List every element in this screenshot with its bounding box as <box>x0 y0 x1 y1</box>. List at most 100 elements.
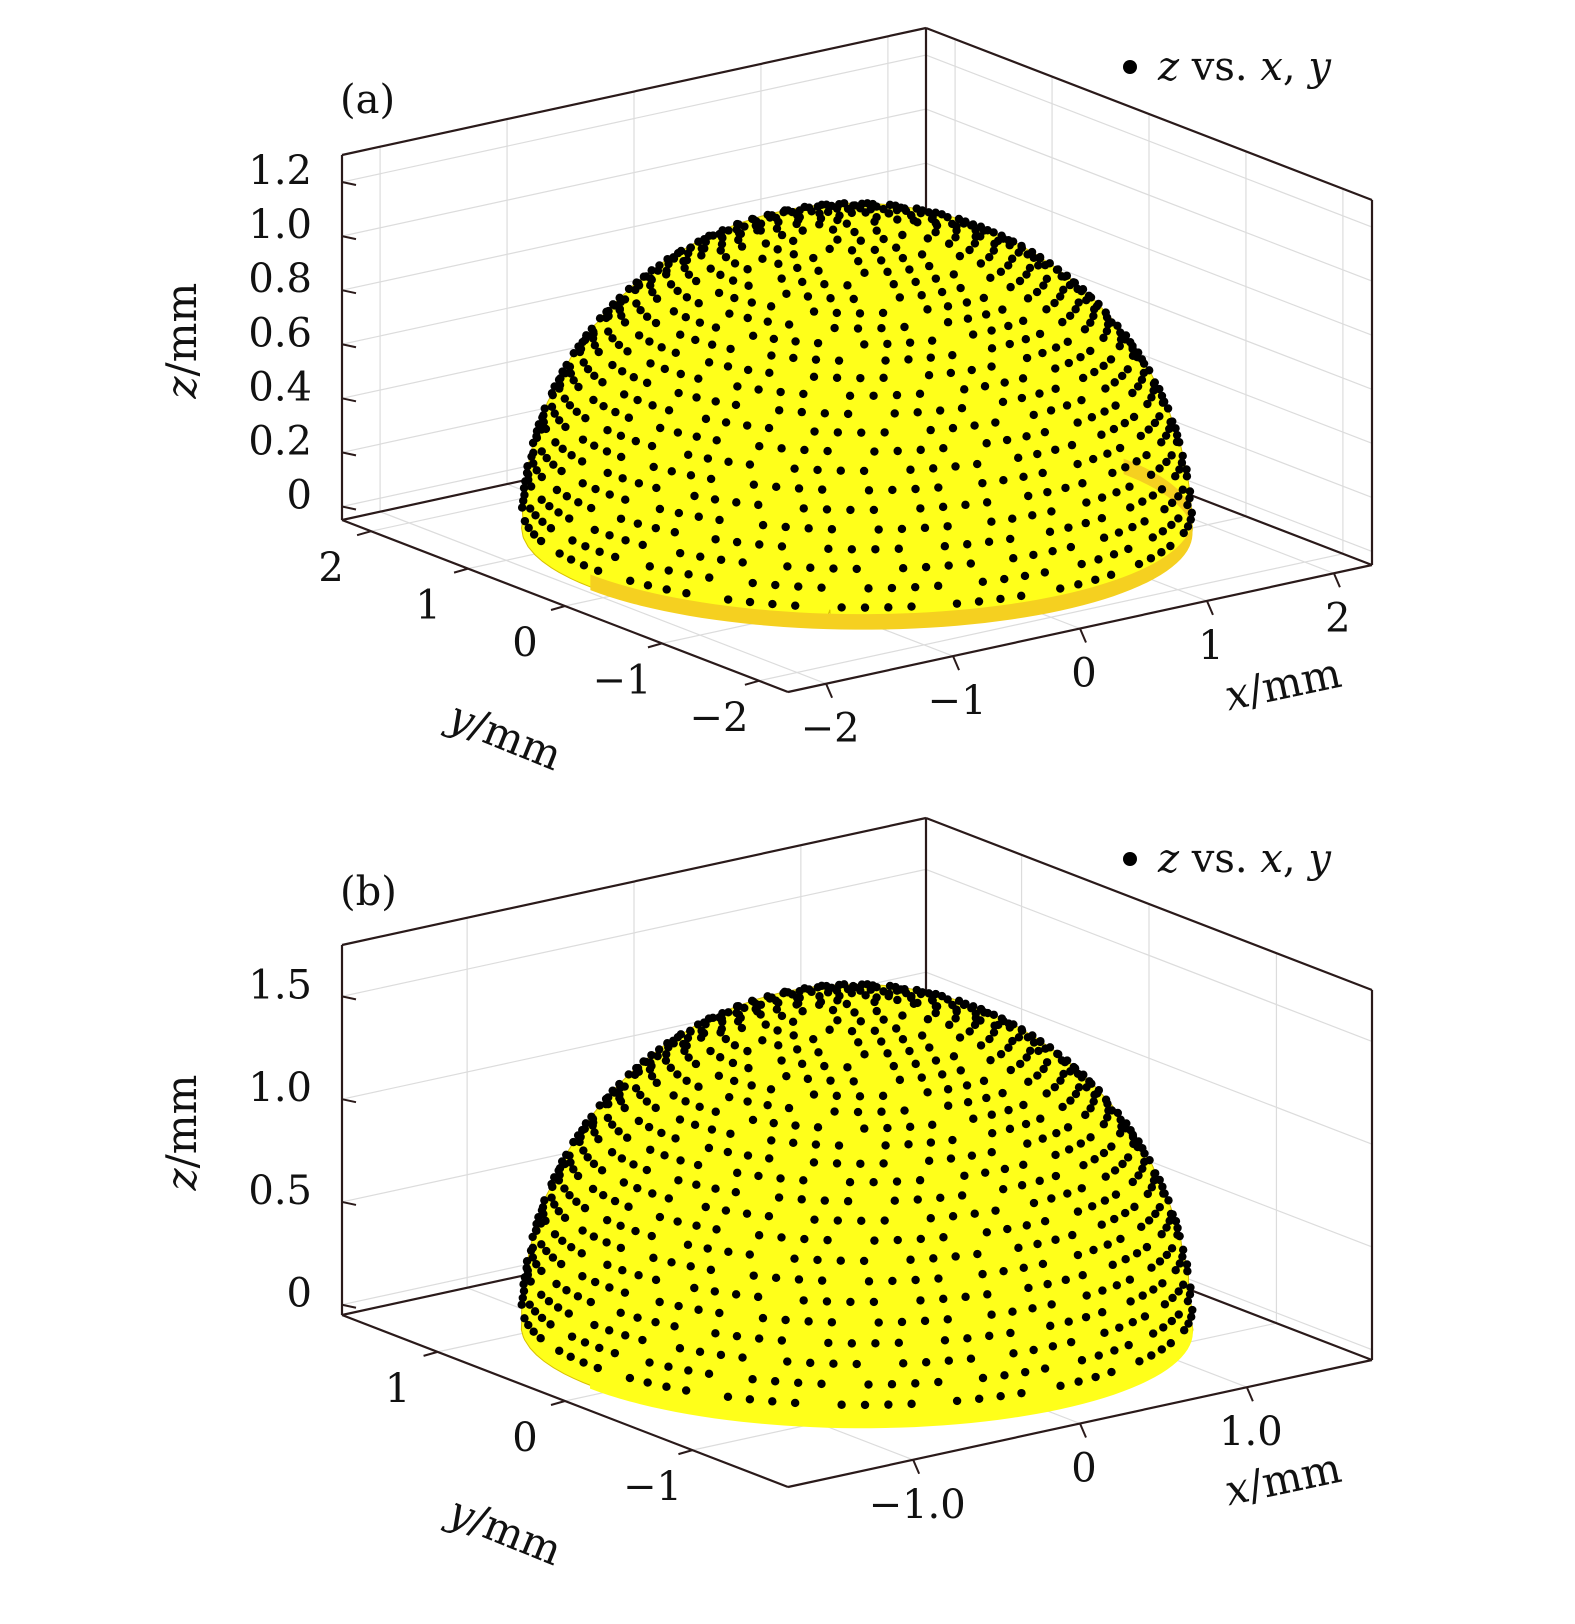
data-point <box>768 1397 777 1406</box>
data-point <box>729 1076 739 1086</box>
x-tick-label: 0 <box>1071 1446 1096 1492</box>
data-point <box>1144 1216 1154 1225</box>
data-point <box>1006 282 1015 292</box>
data-point <box>777 542 787 551</box>
data-point <box>871 1339 880 1348</box>
data-point <box>825 1025 834 1034</box>
data-point <box>907 1399 916 1409</box>
data-point <box>998 305 1007 314</box>
data-point <box>924 1156 934 1166</box>
data-point <box>979 226 989 235</box>
data-point <box>783 562 792 571</box>
data-point <box>799 1176 808 1185</box>
data-point <box>599 401 608 411</box>
data-point <box>747 1081 756 1090</box>
data-point <box>1023 294 1033 303</box>
data-point <box>579 561 589 570</box>
data-point <box>546 1320 555 1329</box>
data-point <box>956 1066 965 1075</box>
data-point <box>526 1246 536 1255</box>
data-point <box>744 1063 753 1073</box>
data-point <box>905 1122 915 1132</box>
data-point <box>790 1254 799 1263</box>
data-point <box>1102 313 1112 322</box>
data-point <box>753 226 762 235</box>
data-point <box>976 1041 986 1050</box>
data-point <box>1061 1275 1070 1285</box>
data-point <box>871 545 880 554</box>
data-point <box>710 495 720 504</box>
data-point <box>1097 1220 1106 1229</box>
data-point <box>1167 498 1177 508</box>
data-point <box>956 283 965 293</box>
data-point <box>987 326 996 335</box>
data-point <box>1090 1155 1099 1164</box>
data-point <box>771 1273 781 1283</box>
data-point <box>1125 482 1134 491</box>
data-point <box>979 1008 989 1017</box>
data-point <box>532 433 542 443</box>
data-point <box>774 1193 784 1202</box>
data-point <box>798 1007 807 1016</box>
data-point <box>883 1123 892 1133</box>
data-point <box>743 1097 752 1106</box>
data-point <box>1166 417 1175 427</box>
data-point <box>948 350 957 360</box>
data-point <box>1042 1058 1052 1067</box>
data-point <box>528 1253 538 1262</box>
data-point <box>989 1028 999 1037</box>
data-point <box>676 246 686 256</box>
data-point <box>602 1215 612 1225</box>
data-point <box>647 1050 656 1060</box>
data-point <box>961 1292 970 1302</box>
data-point <box>676 1156 685 1165</box>
data-point <box>1142 1242 1152 1252</box>
data-point <box>539 411 548 420</box>
data-point <box>1179 1280 1188 1289</box>
grid-line <box>758 553 1344 682</box>
data-point <box>827 525 837 534</box>
data-point <box>631 285 640 295</box>
dome-rim <box>590 458 1193 630</box>
data-point <box>923 234 933 243</box>
data-point <box>605 1326 614 1335</box>
data-point <box>697 251 706 260</box>
data-point <box>999 234 1008 243</box>
data-point <box>948 1000 957 1010</box>
data-point <box>991 418 1000 427</box>
data-point <box>1113 1108 1123 1118</box>
data-point <box>545 501 554 511</box>
data-point <box>642 1165 652 1175</box>
data-point <box>777 274 786 283</box>
data-point <box>945 1020 954 1030</box>
data-point <box>1067 440 1077 450</box>
data-point <box>877 1037 886 1046</box>
data-point <box>604 327 613 336</box>
data-point <box>538 517 547 527</box>
data-point <box>524 1320 533 1330</box>
data-point <box>645 562 655 571</box>
data-point <box>926 1214 935 1223</box>
data-point <box>621 536 630 545</box>
data-point <box>1098 1286 1107 1295</box>
data-point <box>655 261 664 270</box>
data-point <box>791 1121 800 1130</box>
data-point <box>686 1262 695 1271</box>
data-point <box>1098 1308 1107 1317</box>
data-point <box>579 1146 588 1155</box>
data-point <box>616 1243 626 1253</box>
data-point <box>603 1093 613 1102</box>
data-point <box>701 1202 710 1212</box>
data-point <box>847 545 857 554</box>
data-point <box>961 500 970 510</box>
data-point <box>1143 1189 1153 1199</box>
data-point <box>568 536 577 545</box>
data-point <box>1126 338 1135 347</box>
data-point <box>1045 527 1055 537</box>
data-point <box>1137 375 1147 384</box>
data-point <box>1158 1182 1167 1191</box>
data-point <box>634 279 643 288</box>
data-point <box>631 436 641 446</box>
data-point <box>1116 335 1126 344</box>
data-point <box>554 1207 563 1216</box>
